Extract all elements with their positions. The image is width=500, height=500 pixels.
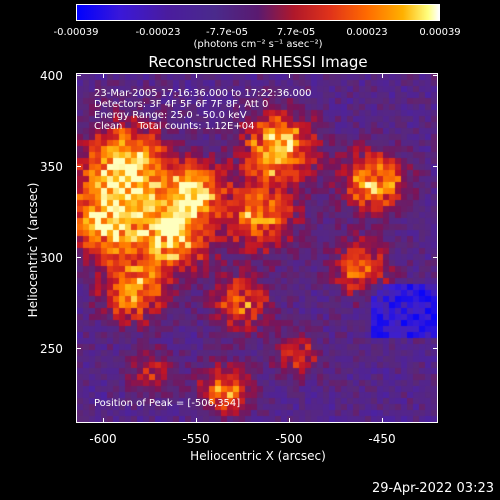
- x-tick-mark: [196, 418, 197, 423]
- colorbar-tick-label: 0.00039: [419, 27, 461, 38]
- x-axis-label: Heliocentric X (arcsec): [190, 449, 326, 463]
- x-tick-label: -500: [275, 432, 303, 446]
- info-peak-position: Position of Peak = [-506,354]: [94, 398, 241, 409]
- x-tick-label: -450: [368, 432, 396, 446]
- colorbar-tick-label: -0.00039: [53, 27, 99, 38]
- x-tick-label: -600: [89, 432, 117, 446]
- y-tick-label: 350: [40, 160, 63, 174]
- y-tick-mark: [76, 166, 81, 167]
- y-axis-label: Heliocentric Y (arcsec): [26, 182, 40, 318]
- x-tick-mark: [103, 418, 104, 423]
- y-tick-mark: [76, 348, 81, 349]
- x-tick-mark: [382, 73, 383, 78]
- colorbar-tick-label: 7.7e-05: [276, 27, 316, 38]
- image-title: Reconstructed RHESSI Image: [148, 53, 368, 71]
- y-tick-label: 400: [40, 69, 63, 83]
- reconstructed-image: [77, 74, 437, 422]
- colorbar-unit-label: (photons cm⁻² s⁻¹ asec⁻²): [193, 39, 323, 50]
- image-plot-area: [76, 73, 438, 423]
- x-tick-mark: [382, 418, 383, 423]
- x-tick-mark: [196, 73, 197, 78]
- x-tick-mark: [103, 73, 104, 78]
- y-tick-mark: [433, 348, 438, 349]
- y-tick-mark: [76, 75, 81, 76]
- info-detectors: Detectors: 3F 4F 5F 6F 7F 8F, Att 0: [94, 99, 269, 110]
- colorbar-tick-label: -0.00023: [135, 27, 181, 38]
- info-energy-range: Energy Range: 25.0 - 50.0 keV: [94, 110, 247, 121]
- y-tick-mark: [433, 75, 438, 76]
- info-algorithm: Clean Total counts: 1.12E+04: [94, 121, 255, 132]
- colorbar: [76, 4, 440, 21]
- info-time-range: 23-Mar-2005 17:16:36.000 to 17:22:36.000: [94, 88, 312, 99]
- y-tick-mark: [76, 257, 81, 258]
- x-tick-label: -550: [182, 432, 210, 446]
- y-tick-mark: [433, 166, 438, 167]
- y-tick-label: 300: [40, 251, 63, 265]
- y-tick-mark: [433, 257, 438, 258]
- x-tick-mark: [289, 73, 290, 78]
- colorbar-tick-label: -7.7e-05: [206, 27, 248, 38]
- plot-timestamp: 29-Apr-2022 03:23: [372, 481, 494, 496]
- y-tick-label: 250: [40, 342, 63, 356]
- colorbar-tick-label: 0.00023: [346, 27, 388, 38]
- x-tick-mark: [289, 418, 290, 423]
